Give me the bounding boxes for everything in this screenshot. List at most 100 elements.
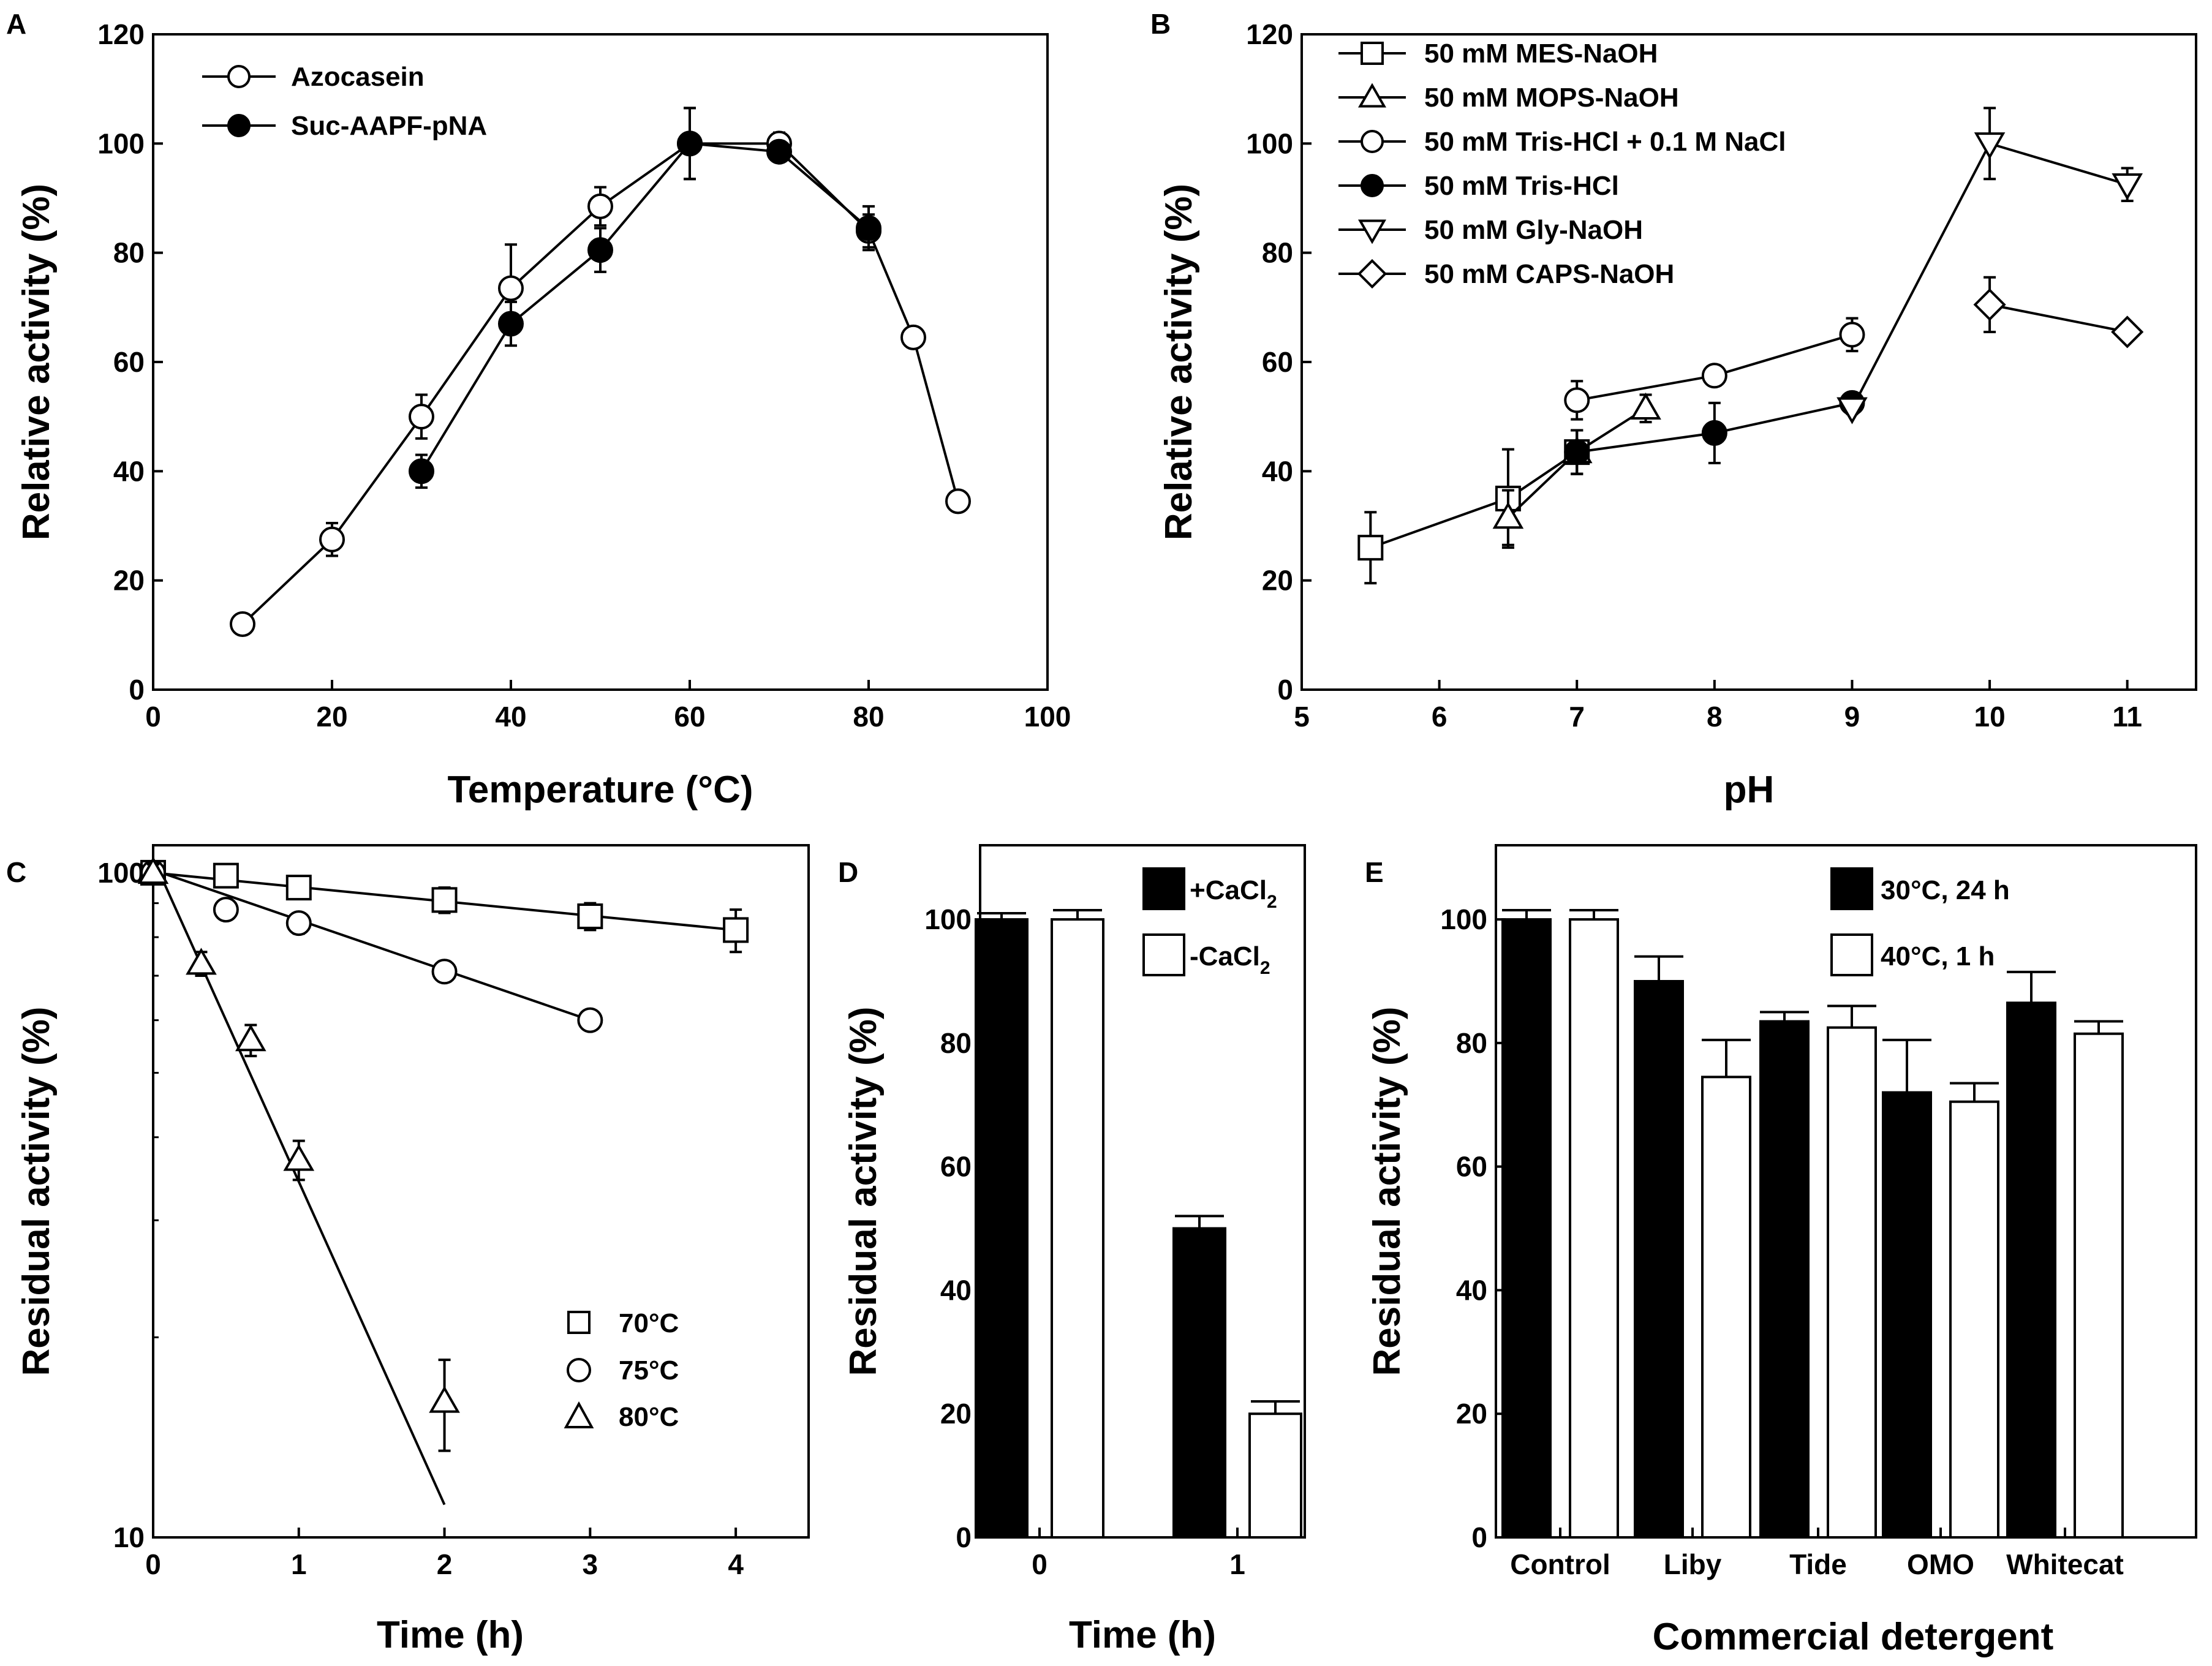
panel-b-ytick-label-0: 0	[1277, 674, 1293, 706]
panel-e-xtick-label-whitecat: Whitecat	[2006, 1548, 2124, 1580]
series-suc-aapf-pna-line	[420, 142, 870, 472]
panel-b-xtick-label-6: 6	[1432, 701, 1448, 733]
series-suc-aapf-pna-point-2	[587, 237, 613, 263]
series-50-mm-caps-naoh-point-0	[1973, 288, 2006, 321]
legend-azocasein-label: Azocasein	[291, 62, 425, 92]
panel-a-ytick-label-0: 0	[129, 674, 145, 706]
panel-a-xlabel: Temperature (°C)	[447, 769, 753, 811]
series-azocasein-point-0	[230, 611, 255, 637]
legend-70c-marker	[567, 1311, 591, 1334]
panel-e-ytick-label-60: 60	[1456, 1151, 1487, 1183]
legend-75c-label: 75°C	[619, 1355, 679, 1385]
panel-e-ytick-label-0: 0	[1471, 1521, 1487, 1553]
series-75-c-fit-line	[153, 869, 591, 1022]
legend-70c-label: 70°C	[619, 1308, 679, 1338]
series-azocasein-point-1	[319, 526, 345, 552]
panel-c-ytick-label-100: 100	[97, 857, 145, 889]
series-80-c-point-3	[283, 1144, 315, 1171]
panel-e-legend: 30°C, 24 h 40°C, 1 h	[1830, 867, 2010, 976]
panel-c-ylabel: Residual activity (%)	[15, 1007, 58, 1376]
series-80-c-point-0	[137, 857, 169, 884]
panel-b-xtick-label-5: 5	[1294, 701, 1310, 733]
panel-b-xtick-label-11: 11	[2112, 701, 2142, 733]
panel-b-ylabel: Relative activity (%)	[1158, 184, 1200, 540]
panel-a-ytick-label-20: 20	[113, 565, 145, 597]
bar-30-c-24-h-whitecat	[2006, 1001, 2056, 1539]
series-50-mm-mes-naoh-line	[1370, 451, 1578, 549]
legend-80c-marker	[564, 1401, 594, 1428]
panel-e-xlabel: Commercial detergent	[1653, 1616, 2054, 1658]
series-70-c-point-5	[723, 917, 749, 943]
series-suc-aapf-pna-point-0	[409, 458, 434, 484]
bar-30-c-24-h-liby	[1634, 979, 1684, 1539]
bar-40-c-1-h-omo	[1949, 1100, 1999, 1539]
panel-c-xtick-label-0: 0	[145, 1548, 161, 1580]
legend-50-mm-mes-naoh-marker	[1361, 42, 1384, 65]
panel-a-xtick-label-20: 20	[316, 701, 347, 733]
legend-tris-nacl-label: 50 mM Tris-HCl + 0.1 M NaCl	[1424, 127, 1786, 157]
panel-c-letter: C	[6, 856, 26, 888]
panel-d-ytick-label-80: 80	[940, 1027, 972, 1059]
bar-30-c-24-h-control	[1501, 918, 1552, 1539]
series-50-mm-tris-hcl-point-0	[1564, 439, 1590, 466]
panel-b-letter: B	[1150, 8, 1171, 40]
panel-d-xtick-label-0: 0	[1032, 1548, 1047, 1580]
panel-a-legend: Azocasein Suc-AAPF-pNA	[202, 62, 487, 141]
panel-a-xtick-label-40: 40	[495, 701, 526, 733]
legend-azocasein-marker	[227, 65, 251, 88]
series-50-mm-gly-naoh-point-1	[1974, 132, 2006, 160]
legend-suc-aapf-pna-label: Suc-AAPF-pNA	[291, 111, 487, 141]
series-75-c-point-3	[431, 959, 458, 985]
panel-e: E Control Liby Tide OMO Whitecat 0 20 40 60 80 10…	[1365, 844, 2197, 1658]
series-suc-aapf-pna-point-4	[766, 138, 792, 165]
legend-75c-marker	[567, 1358, 591, 1382]
series-80-c-point-4	[429, 1385, 460, 1413]
panel-e-xtick-label-tide: Tide	[1789, 1548, 1847, 1580]
panel-b-xlabel: pH	[1724, 769, 1775, 811]
series-80-c-point-2	[235, 1024, 266, 1052]
series-50-mm-mops-naoh-point-2	[1630, 392, 1661, 420]
panel-e-xtick-label-liby: Liby	[1664, 1548, 1722, 1580]
panel-a-frame	[152, 33, 1049, 691]
legend-mes-label: 50 mM MES-NaOH	[1424, 39, 1658, 69]
panel-c: C 0 1 2 3 4 10 100 Time (h) Residual activity…	[6, 844, 810, 1656]
panel-b-xtick-label-7: 7	[1569, 701, 1585, 733]
panel-d-ytick-label-100: 100	[924, 903, 972, 935]
panel-d-xlabel: Time (h)	[1069, 1614, 1216, 1656]
series-50-mm-tris-hcl-0-1-m-nacl-point-2	[1839, 322, 1865, 348]
series-50-mm-caps-naoh-point-1	[2111, 315, 2144, 349]
legend-tris-label: 50 mM Tris-HCl	[1424, 171, 1619, 201]
legend-40c-1h-swatch	[1830, 933, 1873, 976]
panel-a-letter: A	[6, 8, 26, 40]
panel-e-letter: E	[1365, 856, 1384, 888]
series-50-mm-tris-hcl-0-1-m-nacl-point-1	[1701, 363, 1727, 389]
series-50-mm-mops-naoh-point-0	[1492, 502, 1524, 529]
series-azocasein-point-8	[900, 324, 926, 350]
legend-80c-label: 80°C	[619, 1402, 679, 1432]
bar-40-c-1-h-whitecat	[2074, 1032, 2124, 1539]
panel-d-ylabel: Residual activity (%)	[842, 1007, 885, 1376]
panel-b-ytick-label-20: 20	[1262, 565, 1293, 597]
panel-c-xtick-label-2: 2	[437, 1548, 453, 1580]
legend-50-mm-tris-hcl-marker	[1361, 174, 1384, 197]
series-50-mm-gly-naoh-point-2	[2112, 173, 2143, 201]
bar-40-c-1-h-tide	[1827, 1026, 1877, 1539]
panel-c-frame	[152, 844, 810, 1539]
series-suc-aapf-pna-point-1	[498, 311, 524, 337]
panel-c-xtick-label-3: 3	[583, 1548, 598, 1580]
panel-a-ytick-label-120: 120	[97, 18, 145, 50]
panel-a-xtick-label-0: 0	[145, 701, 161, 733]
panel-b-legend: 50 mM MES-NaOH 50 mM MOPS-NaOH 50 mM Tri…	[1338, 39, 1786, 289]
legend-40c-1h-label: 40°C, 1 h	[1881, 941, 1995, 971]
series-50-mm-caps-naoh-line	[1989, 303, 2128, 333]
bar-30-c-24-h-tide	[1759, 1020, 1810, 1539]
panel-b-ytick-label-120: 120	[1246, 18, 1293, 50]
panel-e-xtick-label-omo: OMO	[1907, 1548, 1974, 1580]
panel-e-ytick-label-40: 40	[1456, 1274, 1487, 1306]
legend-50-mm-tris-hcl-0-1-m-nacl-marker	[1361, 130, 1384, 153]
legend-minus-cacl2-label: -CaCl2	[1190, 941, 1270, 978]
series-azocasein-point-9	[945, 488, 971, 514]
panel-b-ytick-label-100: 100	[1246, 127, 1293, 159]
bar-cacl2-1	[1172, 1227, 1226, 1539]
